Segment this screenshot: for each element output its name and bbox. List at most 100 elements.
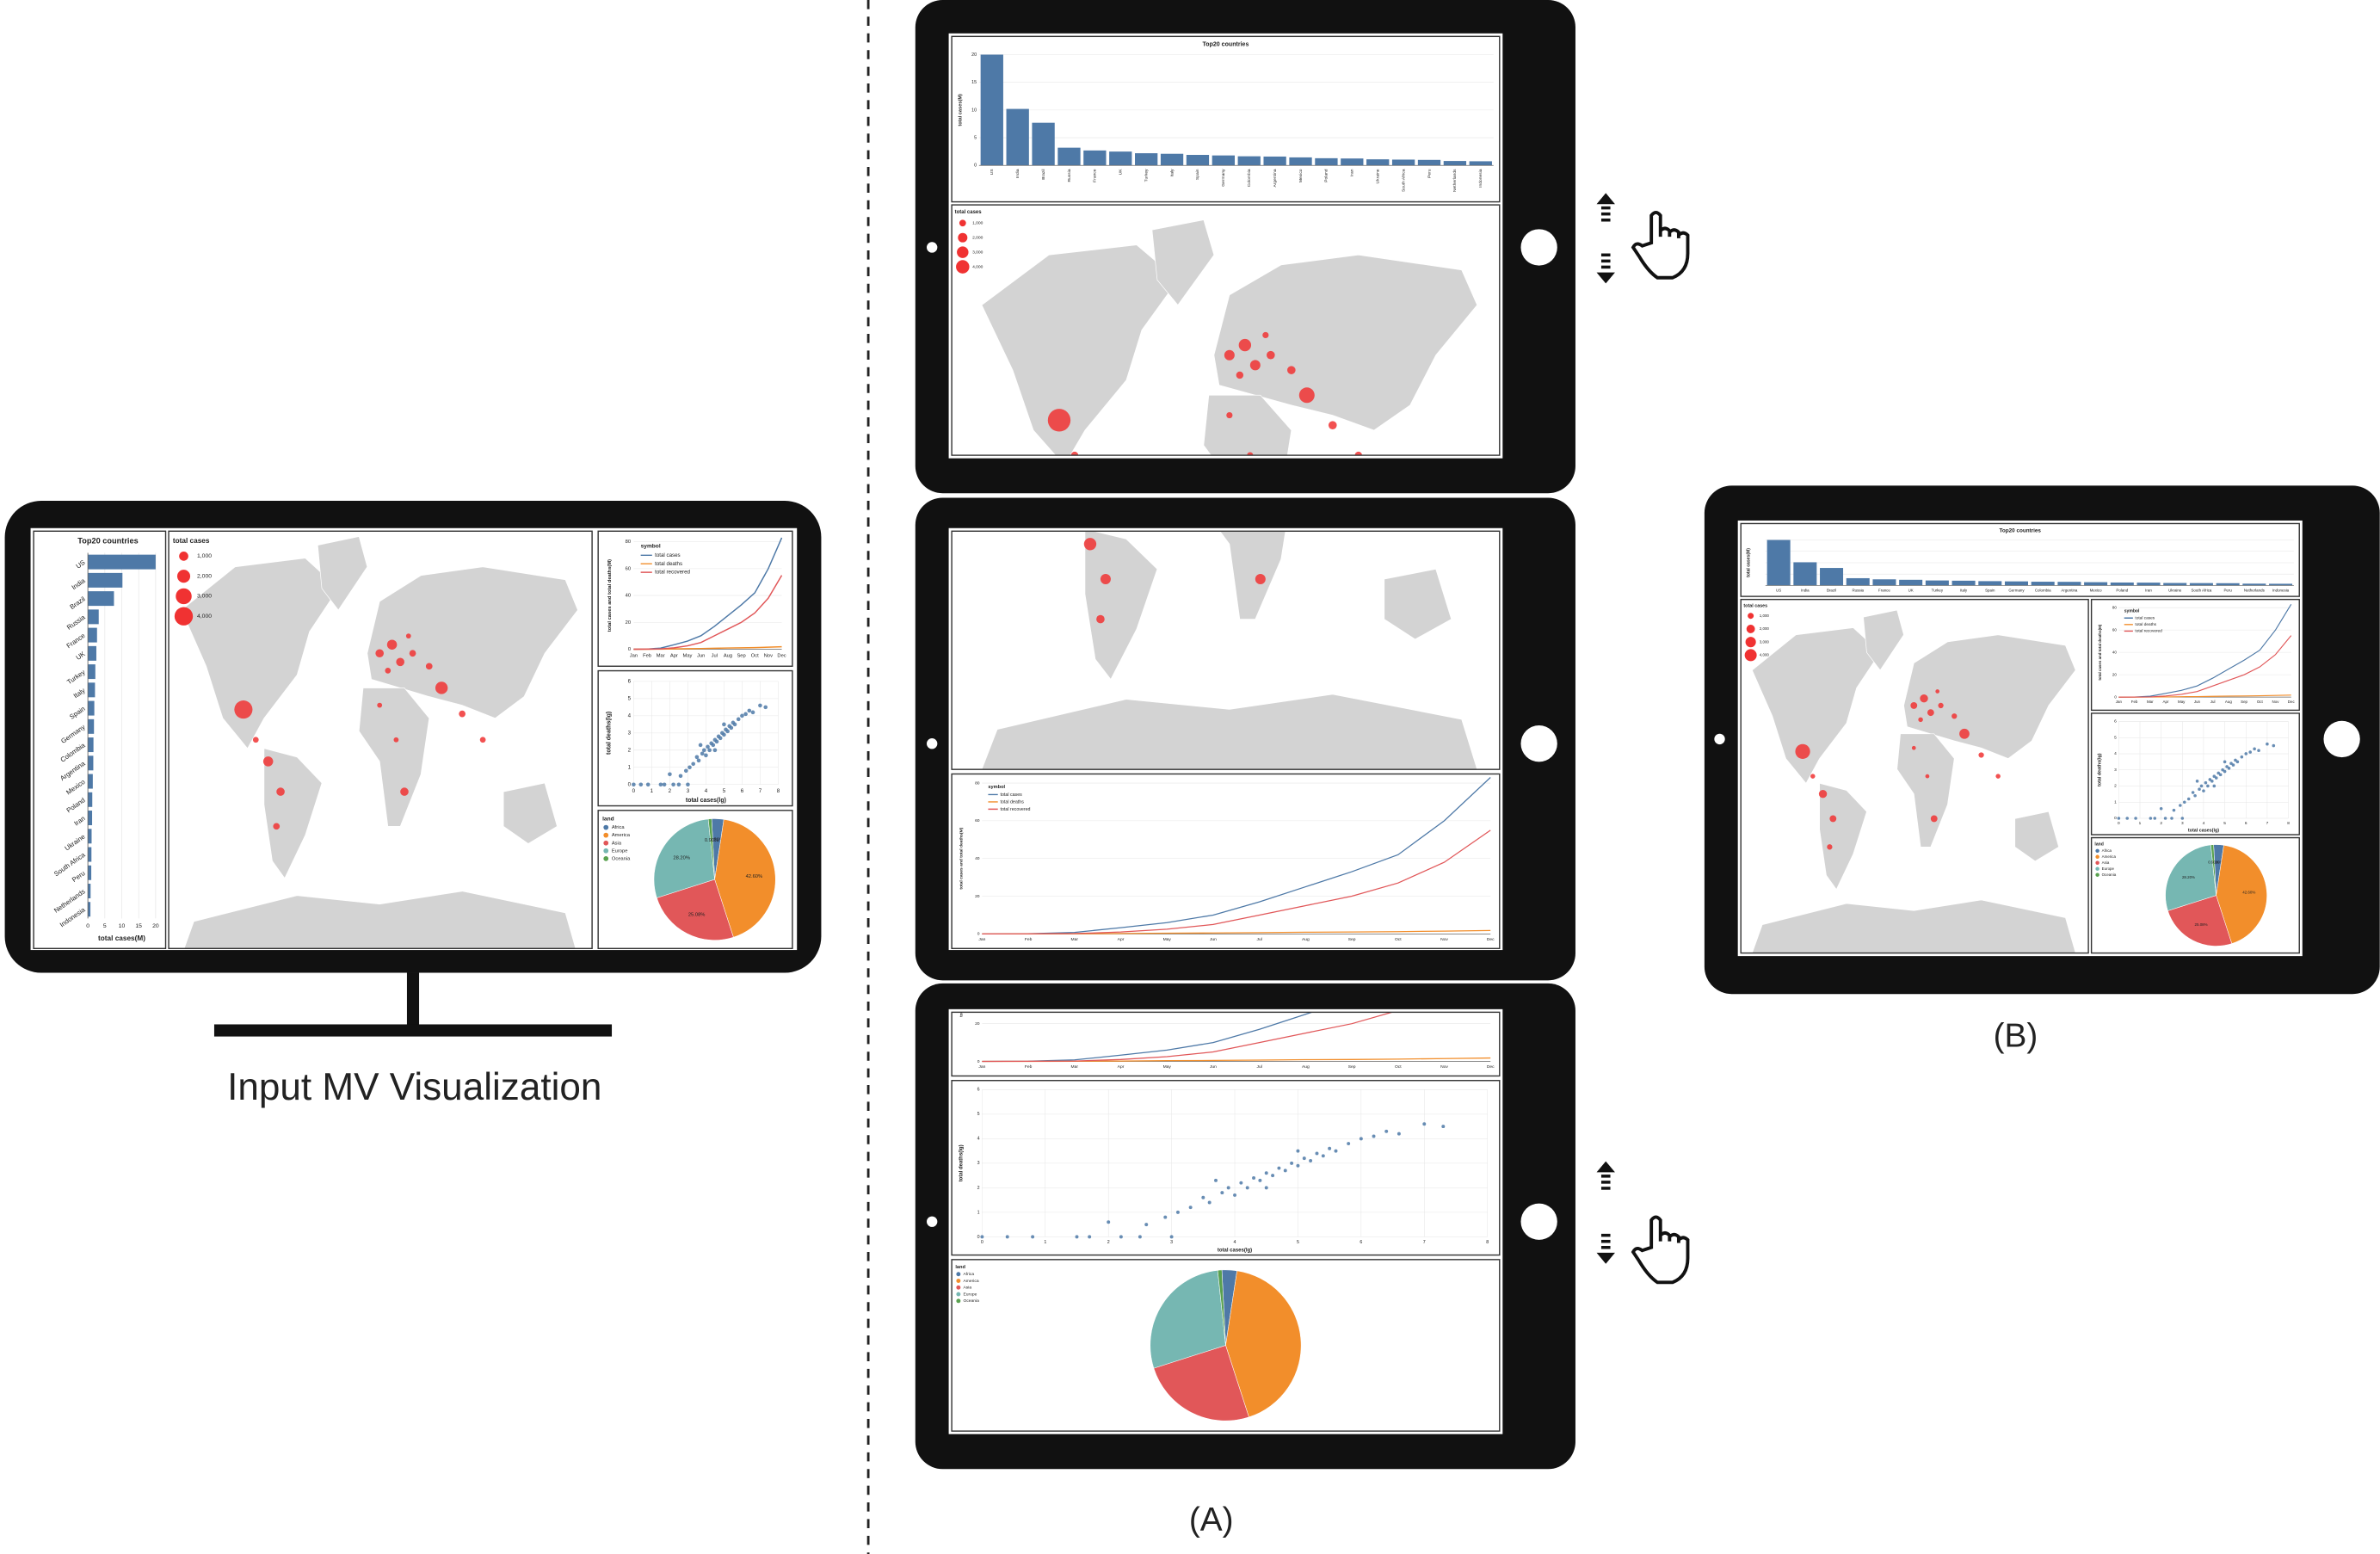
point (700, 751, 705, 756)
value-label: 28.20% (673, 855, 690, 860)
case-bubble (276, 787, 285, 796)
point (1233, 1193, 1237, 1197)
x-tick-label: France (1878, 588, 1890, 592)
bar (88, 682, 96, 698)
y-tick-label: 3 (2114, 768, 2117, 773)
x-tick-label: Netherlands (1452, 169, 1458, 192)
case-bubble (409, 650, 416, 657)
legend-bubble (958, 232, 968, 243)
legend-title: land (602, 816, 614, 822)
point (1169, 1235, 1174, 1239)
view: land Africa America Asia Europe Oceania 3.20% 4… (602, 816, 776, 940)
x-tick-label: 20 (152, 923, 159, 929)
point (1384, 1129, 1389, 1133)
bar (1135, 153, 1158, 166)
point (1163, 1215, 1168, 1219)
x-tick-label: Jan (2116, 700, 2123, 704)
legend-title: symbol (641, 543, 661, 549)
y-axis-label: total cases(M) (1746, 548, 1751, 577)
case-bubble (1829, 815, 1837, 823)
view-border (951, 204, 1501, 456)
x-tick-label: Iran (2145, 588, 2152, 592)
point (2179, 804, 2182, 807)
point (2223, 769, 2227, 774)
point (2225, 765, 2229, 768)
legend-label: 4,000 (972, 264, 983, 269)
value-label: 3.20% (710, 838, 724, 843)
x-tick-label: Feb (2131, 700, 2138, 704)
bar (2216, 583, 2240, 586)
case-bubble (1096, 614, 1105, 624)
x-tick-label: Mexico (2090, 588, 2103, 592)
bar (2004, 581, 2028, 586)
x-tick-label: 1 (650, 788, 654, 794)
case-bubble (1249, 360, 1261, 371)
point (1271, 1174, 1275, 1178)
series-line (982, 777, 1491, 934)
value-label: 3.20% (2212, 860, 2223, 864)
legend-title: symbol (988, 785, 1005, 790)
legend-label: total deaths (655, 561, 682, 567)
x-tick-label: 3 (2181, 821, 2184, 826)
bar (1820, 568, 1844, 586)
y-tick-label: 5 (2114, 735, 2117, 740)
point (711, 743, 716, 748)
legend-swatch (603, 848, 609, 854)
legend-label: 3,000 (972, 250, 983, 255)
x-tick-label: Jan (630, 653, 638, 658)
view: total cases 1,000 2,000 3,000 4,000 (1743, 604, 2076, 953)
view: 0 20 40 60 80 Jan Feb Mar Apr May Jun Jul Aug Sep Oct N… (607, 537, 786, 658)
point (678, 774, 683, 779)
bar (88, 865, 92, 880)
view: total cases 1,000 2,000 3,000 4,000 (173, 536, 578, 949)
point (1245, 1186, 1249, 1190)
value-label: 0.90% (2208, 860, 2219, 865)
x-tick-label: 0 (2118, 821, 2120, 826)
x-tick-label: May (1163, 1064, 1172, 1070)
legend-swatch (2095, 854, 2099, 859)
x-tick-label: Peru (2223, 588, 2232, 592)
case-bubble (386, 639, 398, 650)
x-tick-label: Jun (1210, 937, 1217, 942)
point (1277, 1166, 1281, 1170)
x-tick-label: Brazil (1041, 169, 1046, 179)
land-shape (181, 558, 339, 749)
pie-slice (2165, 844, 2217, 911)
case-bubble (377, 702, 383, 708)
y-tick-label: 60 (2112, 627, 2117, 632)
point (1290, 1161, 1294, 1165)
case-bubble (1083, 538, 1097, 551)
pie-slice (656, 879, 734, 940)
point (1138, 1235, 1142, 1239)
point (2240, 755, 2244, 759)
view: 0 1 2 3 4 5 6 0 1 2 3 4 5 6 7 8 total cases(lg) total dea… (606, 679, 780, 804)
y-tick-label: 1 (977, 1210, 980, 1215)
x-tick-label: 6 (2245, 821, 2247, 826)
x-tick-label: 1 (2139, 821, 2142, 826)
pie-slice (1153, 1345, 1249, 1421)
legend-title: total cases (1743, 604, 1767, 609)
legend-label: total cases (655, 552, 681, 558)
point (668, 772, 672, 777)
chart-title: Top20 countries (2000, 527, 2042, 533)
case-bubble (1255, 574, 1266, 585)
x-tick-label: May (683, 653, 693, 658)
case-bubble (1810, 774, 1816, 779)
legend-label: Europe (964, 1292, 977, 1297)
chart-title: Top20 countries (77, 536, 138, 545)
point (2170, 817, 2173, 820)
land-shape (503, 782, 558, 844)
view-border (2090, 712, 2300, 836)
x-tick-label: Sep (2241, 700, 2247, 704)
value-label: 0.90% (705, 838, 718, 843)
y-tick-label: 2 (628, 747, 632, 753)
bar (2084, 582, 2108, 586)
legend-label: 2,000 (197, 573, 212, 579)
legend-label: America (964, 1279, 979, 1284)
y-tick-label: 5 (974, 135, 977, 140)
point (2163, 817, 2167, 820)
view-border (951, 773, 1501, 950)
legend-title: total cases (173, 537, 210, 545)
x-tick-label: Russia (1852, 588, 1864, 592)
x-tick-label: Dec (777, 653, 786, 658)
